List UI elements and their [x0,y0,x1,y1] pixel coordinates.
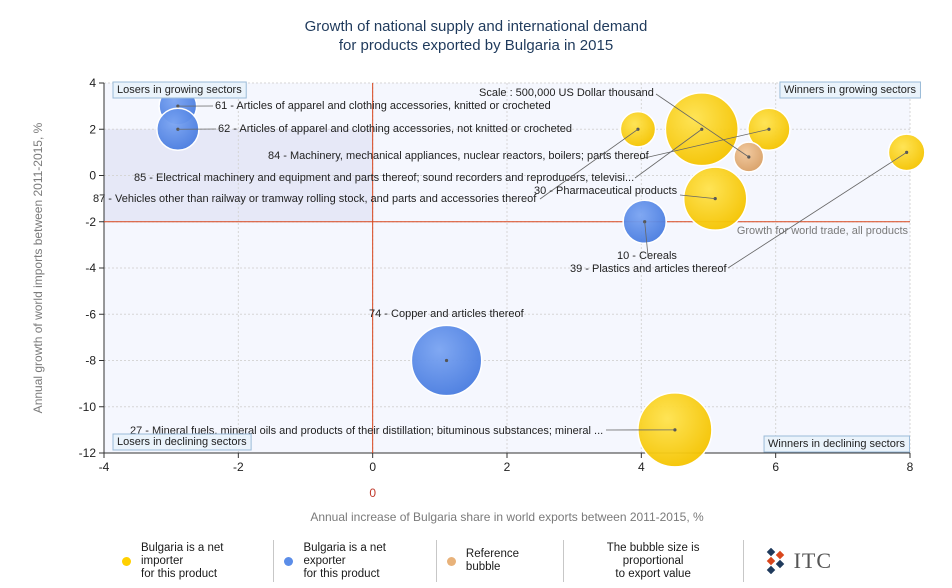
legend-item-importer: Bulgaria is a net importer for this prod… [112,540,275,582]
x-tick-label: 4 [638,460,645,474]
y-tick-label: -6 [85,307,96,321]
legend-label-importer: Bulgaria is a net importer for this prod… [141,541,224,580]
legend-label-exporter: Bulgaria is a net exporter for this prod… [303,541,386,580]
x-tick-label: 2 [504,460,511,474]
x-tick-label: -2 [233,460,244,474]
legend: Bulgaria is a net importer for this prod… [112,540,832,582]
x-zero-label: 0 [369,486,376,500]
quadrant-label-losers-growing-box [112,81,247,99]
exporter-dot-icon [284,556,294,566]
quadrant-label-winners-declining-box [763,435,910,453]
y-tick-label: -10 [79,400,97,414]
leader-line [539,128,639,200]
bubble-label: 30 - Pharmaceutical products [534,185,678,197]
bubble-center-dot [767,127,771,131]
leader-line [644,221,649,257]
x-tick-label: 0 [369,460,376,474]
legend-label-reference: Reference bubble [465,548,519,573]
chart-title-line-2: for products exported by Bulgaria in 201… [338,37,614,54]
itc-logo-text: ITC [793,548,833,573]
leader-line [634,128,703,179]
reference-dot-icon [446,556,456,566]
bubble-label: 74 - Copper and articles thereof [369,308,525,320]
bubble-label: 85 - Electrical machinery and equipment … [134,172,634,184]
quadrant-label-losers-declining-box [112,433,252,451]
leader-line [679,194,716,200]
bubble-center-dot [444,358,449,363]
bubble-label: 61 - Articles of apparel and clothing ac… [215,100,551,112]
y-axis-title: Annual growth of world imports between 2… [31,122,45,413]
itc-logo-icon [766,548,784,574]
y-tick-label: -4 [85,261,96,275]
world-trade-label: Growth for world trade, all products [737,225,909,237]
bubble-center-dot [673,428,677,432]
scale-label: Scale : 500,000 US Dollar thousand [479,87,654,99]
quadrant-label-winners-declining: Winners in declining sectors [768,438,905,450]
x-tick-label: 8 [907,460,914,474]
legend-item-reference: Reference bubble [437,540,564,582]
legend-size-note: The bubble size is proportional to expor… [564,540,744,582]
legend-item-exporter: Bulgaria is a net exporter for this prod… [274,540,437,582]
bubble-label: 62 - Articles of apparel and clothing ac… [218,123,572,135]
x-tick-label: -4 [99,460,110,474]
y-tick-label: -8 [85,354,96,368]
bubble-label: 87 - Vehicles other than railway or tram… [93,193,537,205]
quadrant-label-winners-growing-box [779,81,921,99]
leader-line [639,128,770,160]
bubble-label: 10 - Cereals [617,250,677,262]
y-tick-label: -12 [79,446,97,460]
leader-line [727,152,907,269]
y-tick-label: -2 [85,215,96,229]
bubble-label: 39 - Plastics and articles thereof [570,263,727,275]
scale-leader-line [655,93,750,158]
x-axis-title: Annual increase of Bulgaria share in wor… [310,510,704,524]
quadrant-label-losers-growing: Losers in growing sectors [117,84,242,96]
itc-logo: ITC [744,540,832,582]
quadrant-label-losers-declining: Losers in declining sectors [117,436,247,448]
chart-title-line-1: Growth of national supply and internatio… [304,18,648,35]
x-tick-label: 6 [772,460,779,474]
quadrant-label-winners-growing: Winners in growing sectors [784,84,917,96]
y-tick-label: 4 [89,76,96,90]
y-tick-label: 2 [89,122,96,136]
y-tick-label: 0 [89,169,96,183]
importer-dot-icon [122,556,131,566]
bubble-label: 84 - Machinery, mechanical appliances, n… [268,150,650,162]
